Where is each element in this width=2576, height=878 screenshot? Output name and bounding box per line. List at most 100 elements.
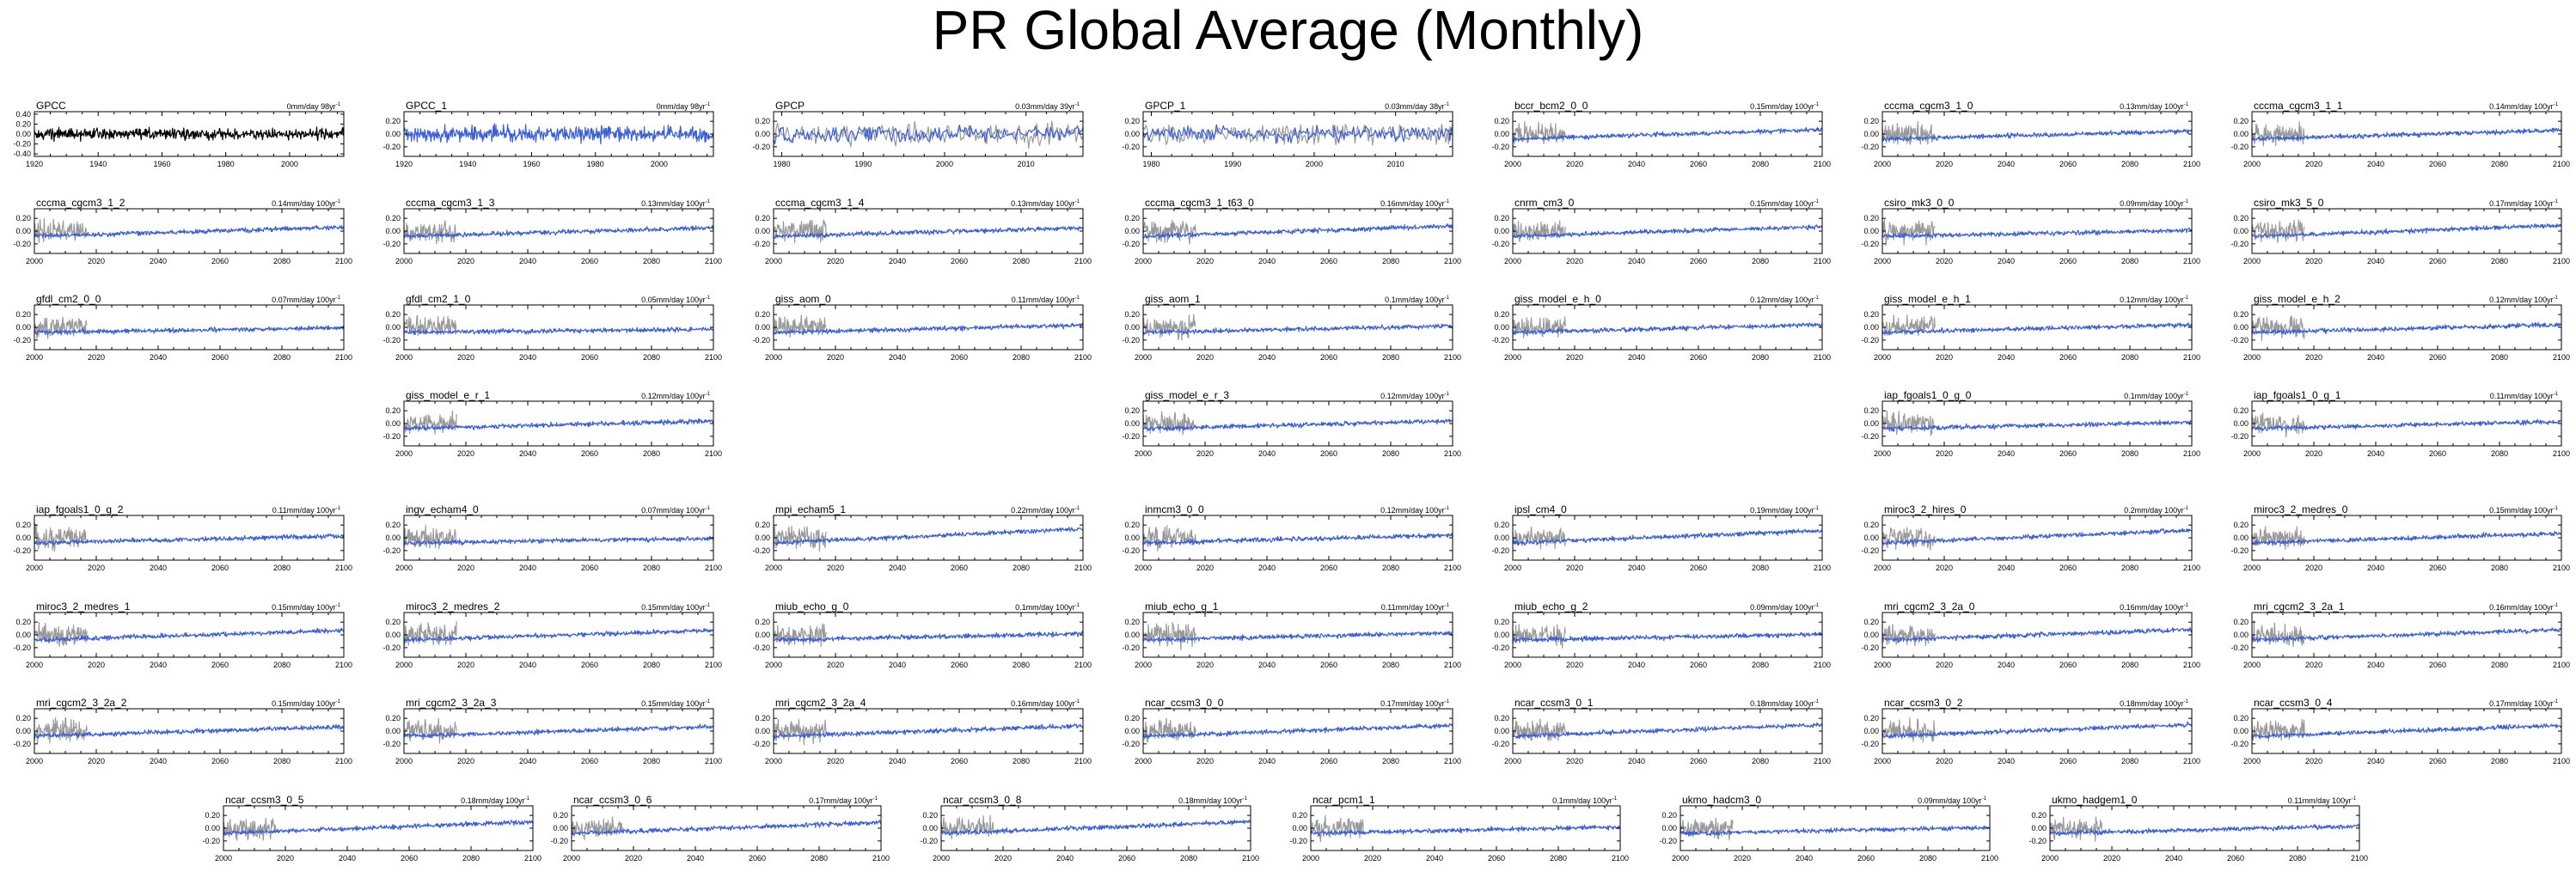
chart-panel-bccr-bcm2-0-0: bccr_bcm2_0_0 0.15mm/day 100yr-1 0.20 0.00 -… [1491,100,1831,168]
x-tick-label: 2000 [2041,854,2059,863]
x-tick-label: 2100 [1444,353,1461,362]
panel-title: miroc3_2_medres_1 [36,601,131,613]
chart-panel-gfdl-cm2-0-0: gfdl_cm2_0_0 0.07mm/day 100yr-1 0.20 0.00 -0… [13,293,352,362]
series-line-blue [2251,223,2562,240]
chart-panel-gpcc: GPCC 0mm/day 98yr-1 0.400.20 0.00 -0.20-0.40… [13,100,345,168]
trend-label-exponent: -1 [1814,296,1820,301]
series-line-gray [1142,219,1196,245]
series-line-gray [1512,316,1566,339]
x-tick-label: 2000 [1302,854,1319,863]
x-tick-label: 2040 [150,257,167,265]
series-line-blue [34,325,345,336]
panel-title: ncar_ccsm3_0_5 [225,794,304,806]
x-tick-label: 1920 [395,160,413,168]
panel-title: ncar_ccsm3_0_8 [943,794,1022,806]
chart-panel-giss-model-e-h-1: giss_model_e_h_1 0.12mm/day 100yr-1 0.20 0.… [1861,293,2200,362]
trend-label: 0.12mm/day 100yr-1 [2120,296,2189,304]
y-tick-label: 0.00 [1494,227,1509,235]
x-tick-label: 2080 [2491,160,2508,168]
trend-label-exponent: -1 [1814,102,1820,107]
x-tick-label: 2000 [765,564,782,572]
y-tick-label: 0.00 [15,323,31,332]
x-tick-label: 2080 [2121,257,2139,265]
panel-title: csiro_mk3_5_0 [2254,197,2324,209]
series-line-blue [2251,627,2562,643]
x-tick-label: 2040 [1998,160,2015,168]
x-tick-label: 1980 [1142,160,1160,168]
x-tick-label: 2060 [211,757,229,765]
chart-panel-ncar-ccsm3-0-4: ncar_ccsm3_0_4 0.17mm/day 100yr-1 0.20 0.00… [2230,697,2570,765]
x-tick-label: 2060 [1690,757,1707,765]
chart-panel-ncar-pcm1-1: ncar_pcm1_1 0.1mm/day 100yr-1 0.20 0.00 -0.2… [1289,794,1629,863]
y-tick-label: 0.20 [15,310,31,319]
y-tick-label: 0.20 [755,521,770,529]
series-line-gray [1310,814,1364,843]
y-tick-label: 0.00 [1494,631,1509,639]
y-tick-label: 0.00 [1863,323,1879,332]
panel-title: giss_model_e_r_1 [406,389,490,401]
x-tick-label: 2020 [625,854,642,863]
y-tick-label: 0.00 [385,130,401,138]
x-tick-label: 2100 [2183,564,2200,572]
series-line-blue [1142,418,1453,432]
y-tick-label: 0.00 [1124,130,1140,138]
chart-panel-ncar-ccsm3-0-2: ncar_ccsm3_0_2 0.18mm/day 100yr-1 0.20 0.00… [1861,697,2200,765]
x-tick-label: 2060 [951,661,968,669]
x-tick-label: 2040 [889,757,906,765]
x-tick-label: 2000 [215,854,232,863]
x-tick-label: 2100 [1814,757,1831,765]
x-tick-label: 2060 [1857,854,1875,863]
x-tick-label: 2100 [1814,160,1831,168]
trend-label: 0.03mm/day 38yr-1 [1385,102,1450,111]
y-tick-label: 0.00 [1494,534,1509,542]
series-line-gray [2251,219,2305,244]
panel-title: cnrm_cm3_0 [1514,197,1575,209]
x-tick-label: 2060 [2227,854,2244,863]
y-tick-label: 0.20 [385,714,401,723]
trend-label-exponent: -1 [525,796,530,802]
series-line-gray [1680,817,1734,841]
series-line-blue [1882,721,2193,740]
x-tick-label: 2100 [1612,854,1629,863]
trend-label: 0.15mm/day 100yr-1 [641,699,711,708]
x-tick-label: 2060 [2059,353,2077,362]
x-tick-label: 2040 [150,757,167,765]
x-tick-label: 2020 [1936,564,1953,572]
trend-label-exponent: -1 [2554,102,2559,107]
x-tick-label: 2060 [581,661,598,669]
x-tick-label: 2100 [335,757,352,765]
series-line-blue [571,820,882,836]
x-tick-label: 2000 [2243,257,2261,265]
x-tick-label: 2100 [1074,661,1092,669]
x-tick-label: 2000 [1504,257,1521,265]
chart-panel-ukmo-hadcm3-0: ukmo_hadcm3_0 0.09mm/day 100yr-1 0.20 0.00 -… [1659,794,1998,863]
y-tick-label: 0.00 [15,534,31,542]
series-line-blue [940,819,1251,836]
y-tick-label: -0.20 [1122,740,1140,748]
series-line-blue [1512,224,1823,239]
trend-label: 0.12mm/day 100yr-1 [2489,296,2559,304]
y-tick-label: 0.20 [385,117,401,125]
x-tick-label: 2100 [2183,353,2200,362]
y-tick-label: 0.20 [15,618,31,626]
chart-panel-iap-fgoals1-0-g-2: iap_fgoals1_0_g_2 0.11mm/day 100yr-1 0.20 0… [13,503,352,572]
x-tick-label: 2000 [1306,160,1323,168]
x-tick-label: 2000 [26,757,43,765]
series-line-blue [1882,527,2193,546]
series-line-blue [773,226,1084,239]
y-tick-label: 0.00 [922,824,938,832]
chart-panel-ncar-ccsm3-0-0: ncar_ccsm3_0_0 0.17mm/day 100yr-1 0.20 0.00… [1122,697,1461,765]
series-line-blue [2251,321,2562,335]
y-tick-label: -0.20 [752,240,770,248]
x-tick-label: 2100 [2183,661,2200,669]
x-tick-label: 2040 [1258,564,1276,572]
y-tick-label: 0.00 [1124,727,1140,735]
y-tick-label: -0.20 [13,336,31,344]
trend-label-exponent: -1 [1445,199,1450,204]
x-tick-label: 2000 [26,257,43,265]
y-tick-label: 0.20 [1494,310,1509,319]
plot-frame [403,515,714,561]
series-line-blue [1882,227,2193,239]
x-tick-label: 2100 [1444,757,1461,765]
chart-panel-cnrm-cm3-0: cnrm_cm3_0 0.15mm/day 100yr-1 0.20 0.00 -0.2… [1491,197,1831,265]
